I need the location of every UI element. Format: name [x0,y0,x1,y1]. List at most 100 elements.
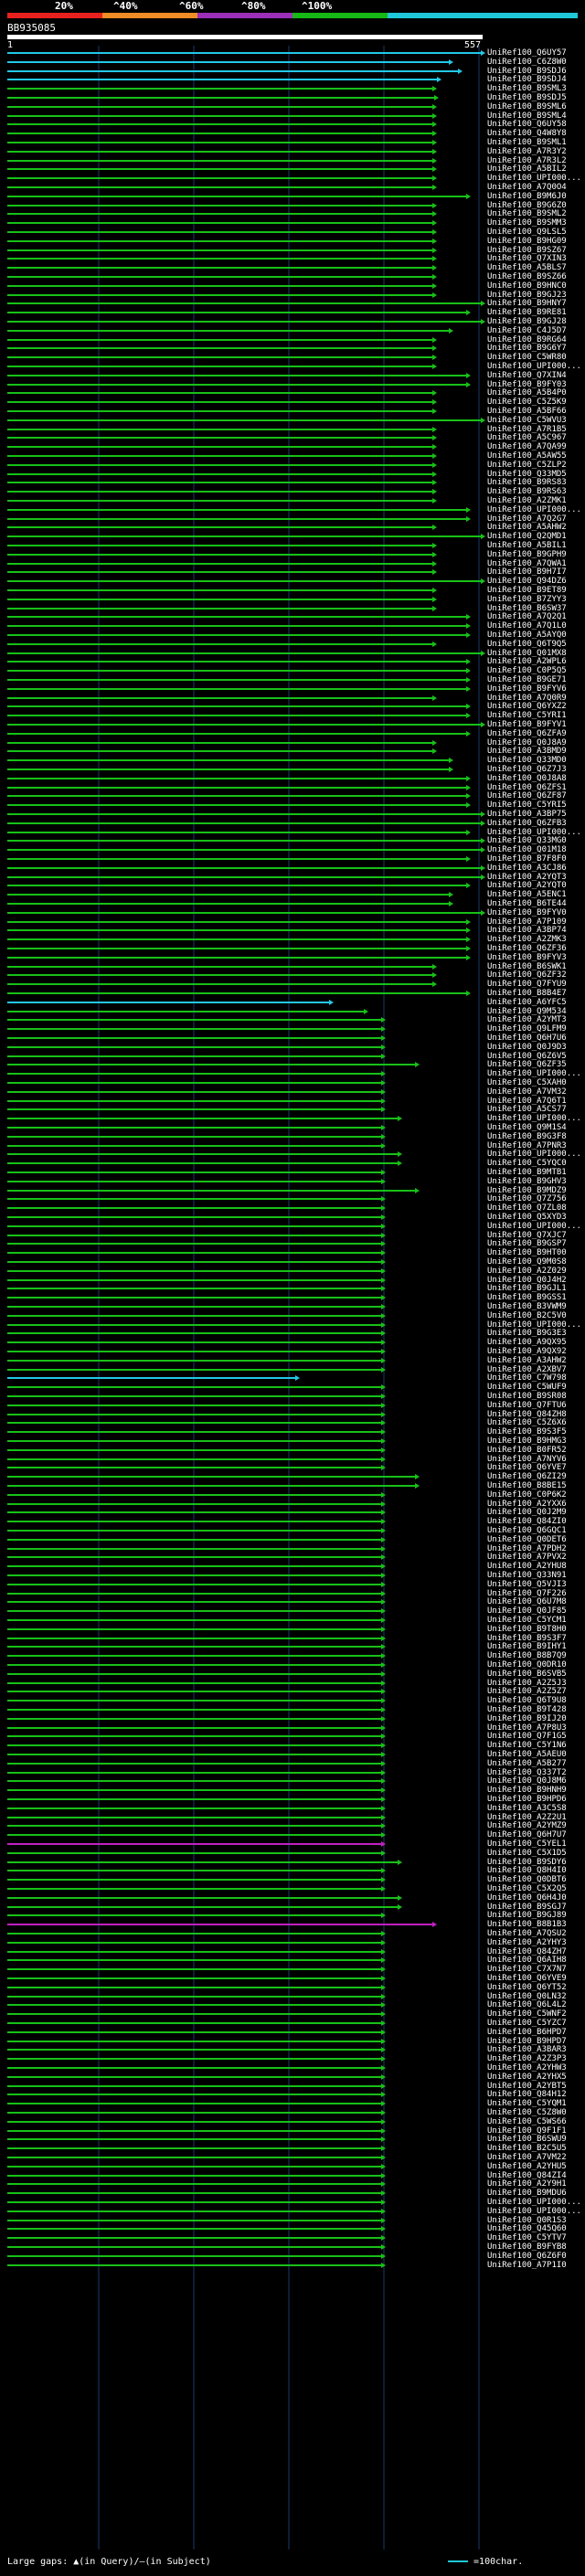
hit-bar[interactable] [7,1366,386,1373]
hit-label[interactable]: UniRef100_A7Q0R9 [487,693,567,703]
hit-label[interactable]: UniRef100_B9S3F5 [487,1427,567,1437]
hit-label[interactable]: UniRef100_UPI000... [487,827,581,837]
hit-bar[interactable] [7,1232,386,1238]
hit-label[interactable]: UniRef100_B9GJ89 [487,1911,567,1921]
hit-bar[interactable] [7,1984,386,1990]
hit-bar[interactable] [7,999,335,1005]
hit-label[interactable]: UniRef100_C5YQC0 [487,1159,567,1169]
hit-label[interactable]: UniRef100_A7QSU2 [487,1929,567,1938]
hit-bar[interactable] [7,1161,403,1167]
hit-label[interactable]: UniRef100_A2YQT3 [487,872,567,882]
hit-label[interactable]: UniRef100_A5B4P0 [487,388,567,398]
hit-label[interactable]: UniRef100_Q6Z6F0 [487,2251,567,2261]
hit-label[interactable]: UniRef100_Q7FYU9 [487,980,567,990]
hit-bar[interactable] [7,1429,386,1436]
hit-label[interactable]: UniRef100_B9HNC0 [487,281,567,291]
hit-bar[interactable] [7,2235,386,2242]
hit-label[interactable]: UniRef100_B2C5U5 [487,2144,567,2154]
hit-bar[interactable] [7,1617,386,1623]
hit-bar[interactable] [7,381,472,387]
hit-label[interactable]: UniRef100_Q9M534 [487,1006,567,1016]
hit-bar[interactable] [7,2181,386,2188]
hit-label[interactable]: UniRef100_B9GPH9 [487,549,567,559]
hit-bar[interactable] [7,515,472,522]
hit-bar[interactable] [7,1205,386,1212]
hit-bar[interactable] [7,1178,386,1184]
hit-label[interactable]: UniRef100_B8B1B3 [487,1920,567,1930]
hit-bar[interactable] [7,1626,386,1632]
hit-bar[interactable] [7,112,437,119]
hit-label[interactable]: UniRef100_Q7ZL08 [487,1203,567,1214]
hit-bar[interactable] [7,1850,386,1856]
hit-bar[interactable] [7,435,437,441]
hit-label[interactable]: UniRef100_B9MDU6 [487,2189,567,2199]
hit-bar[interactable] [7,1868,386,1874]
hit-bar[interactable] [7,641,437,647]
hit-label[interactable]: UniRef100_B9FYV0 [487,907,567,917]
hit-label[interactable]: UniRef100_Q9F1F1 [487,2125,567,2136]
hit-label[interactable]: UniRef100_C5YZC7 [487,2019,567,2028]
hit-bar[interactable] [7,417,485,423]
hit-label[interactable]: UniRef100_A7Q0O4 [487,183,567,192]
hit-bar[interactable] [7,954,472,960]
hit-bar[interactable] [7,820,485,826]
hit-bar[interactable] [7,2065,386,2071]
hit-bar[interactable] [7,364,437,369]
hit-bar[interactable] [7,730,472,737]
hit-bar[interactable] [7,1733,386,1740]
hit-label[interactable]: UniRef100_B9G6Z0 [487,200,567,210]
hit-bar[interactable] [7,991,472,996]
hit-bar[interactable] [7,247,437,253]
hit-label[interactable]: UniRef100_A2Z5Z7 [487,1687,567,1697]
hit-label[interactable]: UniRef100_B9SML2 [487,209,567,219]
hit-bar[interactable] [7,2226,386,2232]
hit-bar[interactable] [7,2163,386,2169]
hit-bar[interactable] [7,1644,386,1650]
hit-bar[interactable] [7,1456,386,1462]
hit-label[interactable]: UniRef100_Q6U7M8 [487,1597,567,1607]
hit-bar[interactable] [7,685,472,692]
hit-bar[interactable] [7,1805,386,1811]
hit-label[interactable]: UniRef100_A3BMD9 [487,747,567,757]
hit-label[interactable]: UniRef100_C0P5Q5 [487,666,567,676]
hit-bar[interactable] [7,1071,386,1077]
hit-label[interactable]: UniRef100_A5BIL2 [487,164,567,175]
hit-bar[interactable] [7,767,454,772]
hit-label[interactable]: UniRef100_UPI000... [487,504,581,514]
hit-label[interactable]: UniRef100_UPI000... [487,362,581,371]
hit-bar[interactable] [7,2172,386,2178]
hit-label[interactable]: UniRef100_Q0LN32 [487,1991,567,2001]
hit-label[interactable]: UniRef100_Q6UY57 [487,48,567,58]
hit-bar[interactable] [7,1312,386,1319]
hit-label[interactable]: UniRef100_A6YFC5 [487,997,567,1007]
hit-label[interactable]: UniRef100_B0FR52 [487,1445,567,1455]
hit-label[interactable]: UniRef100_B9RG64 [487,334,567,345]
hit-label[interactable]: UniRef100_Q6Z6V5 [487,1051,567,1061]
hit-label[interactable]: UniRef100_Q84H12 [487,2090,567,2100]
hit-bar[interactable] [7,525,437,531]
hit-label[interactable]: UniRef100_Q0DET6 [487,1534,567,1544]
hit-label[interactable]: UniRef100_Q84ZI0 [487,1517,567,1527]
hit-bar[interactable] [7,847,485,853]
hit-bar[interactable] [7,408,437,414]
hit-bar[interactable] [7,2083,386,2089]
hit-bar[interactable] [7,1340,386,1346]
hit-bar[interactable] [7,856,472,862]
hit-bar[interactable] [7,2020,386,2026]
hit-bar[interactable] [7,1894,403,1901]
hit-label[interactable]: UniRef100_Q6AIH8 [487,1956,567,1966]
hit-label[interactable]: UniRef100_B9SDY6 [487,1857,567,1867]
hit-label[interactable]: UniRef100_UPI000... [487,1114,581,1124]
hit-bar[interactable] [7,1536,386,1542]
hit-bar[interactable] [7,355,437,361]
hit-bar[interactable] [7,793,472,800]
hit-label[interactable]: UniRef100_B9SML1 [487,138,567,147]
hit-label[interactable]: UniRef100_Q5XYD3 [487,1213,567,1222]
hit-bar[interactable] [7,1286,386,1292]
hit-label[interactable]: UniRef100_Q6ZF87 [487,791,567,801]
hit-label[interactable]: UniRef100_B9HPD7 [487,2036,567,2046]
hit-label[interactable]: UniRef100_Q6H4J0 [487,1892,567,1903]
hit-label[interactable]: UniRef100_Q0J9D3 [487,1042,567,1052]
hit-label[interactable]: UniRef100_Q33N91 [487,1571,567,1580]
hit-label[interactable]: UniRef100_A2Z3P3 [487,2054,567,2064]
